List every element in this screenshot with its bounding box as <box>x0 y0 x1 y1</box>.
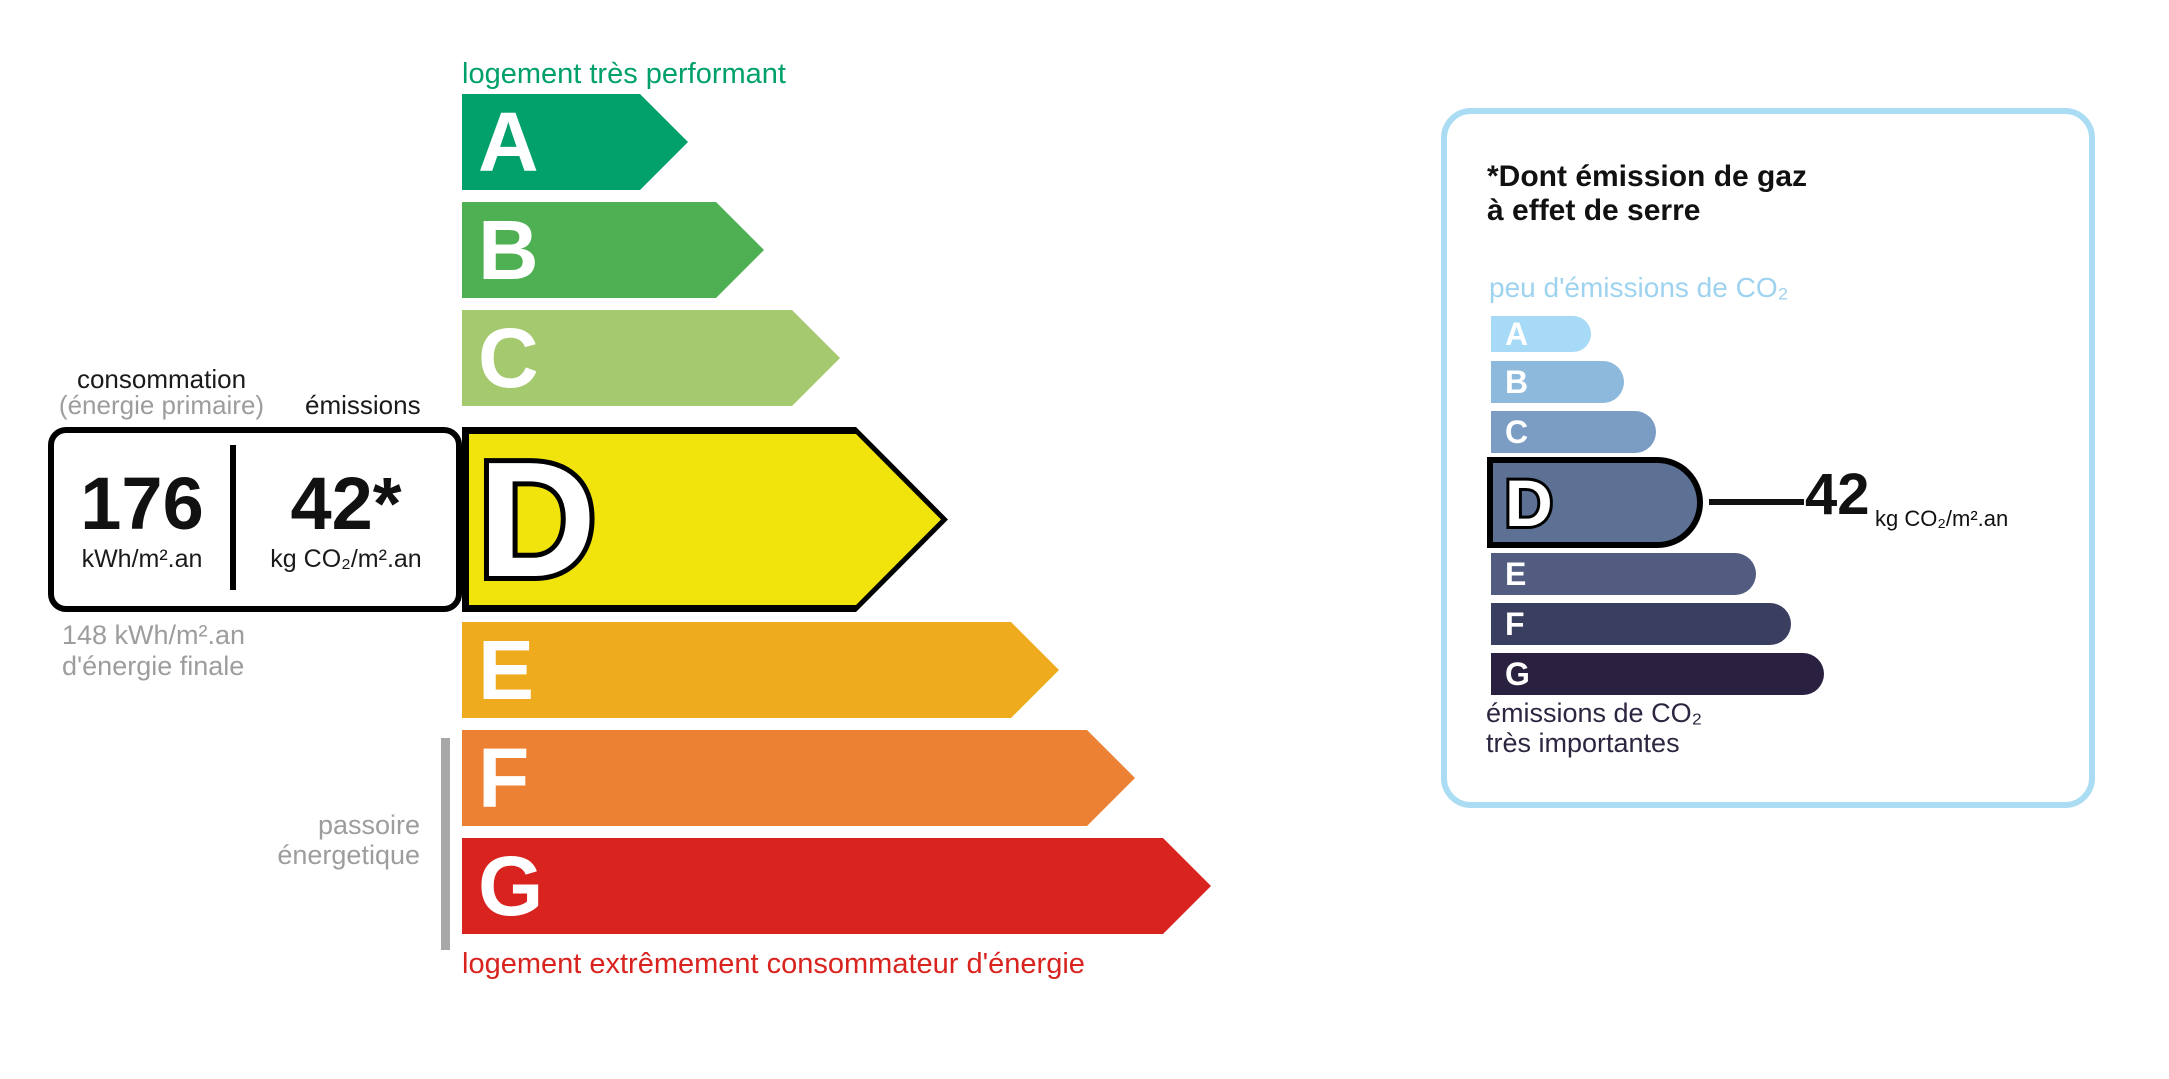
energy-arrow-d-fill <box>469 434 941 605</box>
primary-energy-column: 176 kWh/m².an <box>54 433 230 606</box>
grade-letter-a: A <box>478 95 539 189</box>
co2-letter-g: G <box>1505 656 1530 692</box>
co2-value-connector-line <box>1709 499 1804 505</box>
energy-arrow-c: C <box>462 310 840 406</box>
co2-bar-g: G <box>1491 653 1824 695</box>
consumption-label-line1: consommation <box>76 364 247 394</box>
co2-high-label: émissions de CO₂ très importantes <box>1486 698 1702 758</box>
co2-letter-f: F <box>1505 606 1525 642</box>
co2-panel-title: *Dont émission de gaz à effet de serre <box>1487 160 1807 228</box>
co2-letter-b: B <box>1505 364 1529 400</box>
consumption-label: consommation (énergie primaire) <box>44 366 279 418</box>
final-energy-line2: d'énergie finale <box>62 651 245 681</box>
emissions-label: émissions <box>305 390 421 420</box>
co2-high-label-line2: très importantes <box>1486 728 1680 758</box>
co2-value-unit: kg CO₂/m².an <box>1875 506 2009 531</box>
co2-low-label: peu d'émissions de CO₂ <box>1489 272 1789 303</box>
co2-bar-d-current: D <box>1487 457 1703 548</box>
co2-bar-a: A <box>1491 316 1591 352</box>
co2-letter-c: C <box>1505 414 1529 450</box>
energy-arrow-a: A <box>462 94 688 190</box>
grade-letter-c: C <box>478 311 539 405</box>
grade-letter-d: D <box>478 427 597 611</box>
bottom-performance-label: logement extrêmement consommateur d'éner… <box>462 948 1085 980</box>
co2-letter-e: E <box>1505 556 1527 592</box>
passoire-bracket-bar <box>441 738 450 950</box>
primary-energy-unit: kWh/m².an <box>81 545 203 573</box>
emissions-unit: kg CO₂/m².an <box>270 545 422 573</box>
energy-arrow-f: F <box>462 730 1135 826</box>
emissions-value: 42* <box>290 462 402 545</box>
energy-arrow-b: B <box>462 202 764 298</box>
co2-bar-f: F <box>1491 603 1791 645</box>
co2-letter-a: A <box>1505 316 1529 352</box>
co2-value: 42 <box>1805 462 1870 527</box>
box-divider <box>230 445 236 590</box>
top-performance-label: logement très performant <box>462 58 786 90</box>
energy-arrow-d-current: D <box>462 427 948 612</box>
co2-bar-e: E <box>1491 553 1756 595</box>
co2-bar-b: B <box>1491 361 1624 403</box>
co2-title-line1: *Dont émission de gaz <box>1487 160 1808 193</box>
consumption-value-box: 176 kWh/m².an 42* kg CO₂/m².an <box>48 427 462 612</box>
energy-arrow-g: G <box>462 838 1211 934</box>
co2-bar-c: C <box>1491 411 1656 453</box>
primary-energy-value: 176 <box>80 462 204 545</box>
energy-arrow-e: E <box>462 622 1059 718</box>
consumption-label-line2: (énergie primaire) <box>58 390 265 420</box>
grade-letter-e: E <box>478 623 535 717</box>
grade-letter-g: G <box>478 839 544 933</box>
passoire-line2: énergetique <box>277 840 420 870</box>
final-energy-note: 148 kWh/m².an d'énergie finale <box>62 620 245 682</box>
passoire-line1: passoire <box>317 810 420 840</box>
co2-high-label-line1: émissions de CO₂ <box>1486 698 1703 728</box>
emissions-column: 42* kg CO₂/m².an <box>236 433 456 606</box>
grade-letter-f: F <box>478 731 530 825</box>
final-energy-line1: 148 kWh/m².an <box>62 620 246 650</box>
co2-panel: *Dont émission de gaz à effet de serre p… <box>1441 108 2095 808</box>
grade-letter-b: B <box>478 203 539 297</box>
co2-bar-d-fill <box>1493 463 1697 542</box>
co2-title-line2: à effet de serre <box>1487 194 1701 227</box>
co2-letter-d: D <box>1502 465 1556 540</box>
passoire-label: passoire énergetique <box>220 810 420 870</box>
